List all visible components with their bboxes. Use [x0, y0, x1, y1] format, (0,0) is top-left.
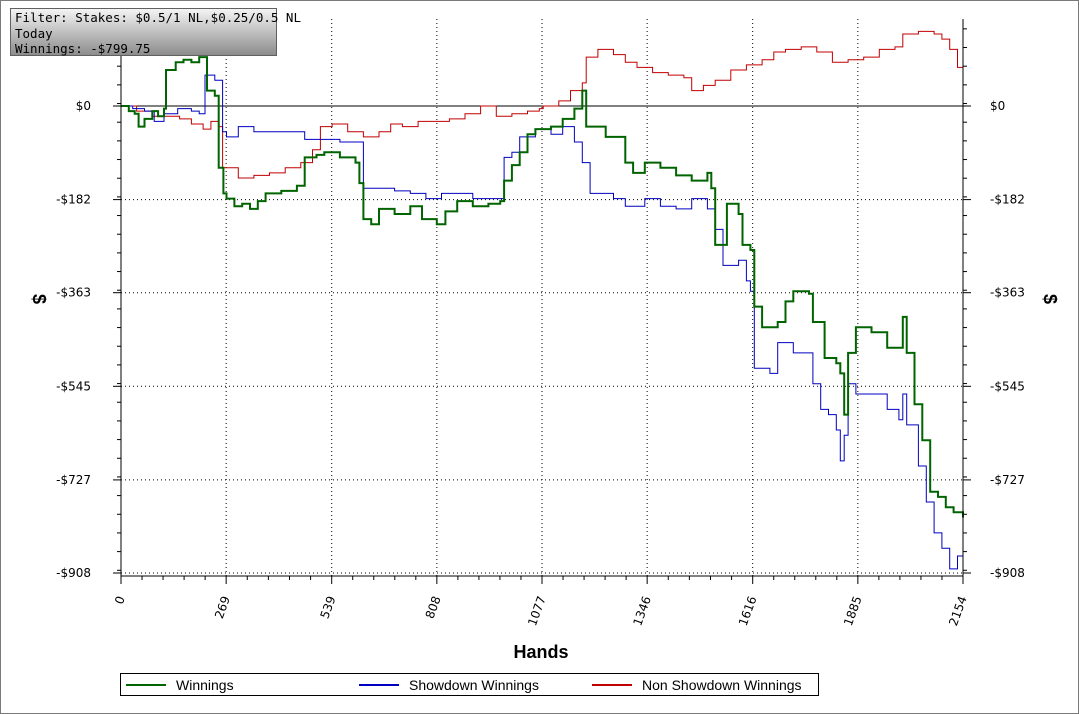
y-tick-label-left: -$545 [56, 379, 91, 393]
x-tick-label: 1077 [525, 594, 549, 627]
legend-label-non-showdown: Non Showdown Winnings [642, 676, 802, 693]
y-tick-label-left: -$182 [56, 193, 91, 207]
series-group [121, 30, 964, 570]
tick-labels: 0 269 539 808 1077 1346 1616 1885 2154 $0 $0 -$182 -… [56, 99, 1025, 628]
legend-item-showdown: Showdown Winnings [359, 674, 539, 695]
showdown-winnings-line [121, 74, 964, 570]
period-text: Today [15, 25, 53, 41]
x-tick-label: 1346 [630, 594, 654, 627]
y-tick-label-left: $0 [76, 99, 91, 113]
y-tick-label-left: -$363 [56, 286, 91, 300]
grid [121, 19, 963, 576]
legend-swatch-showdown [359, 683, 399, 686]
y-tick-label-right: -$908 [990, 566, 1025, 580]
y-axis-title-right: $ [1040, 294, 1060, 304]
legend: Winnings Showdown Winnings Non Showdown … [120, 673, 819, 696]
x-tick-label: 2154 [946, 594, 970, 627]
legend-label-winnings: Winnings [176, 676, 234, 693]
filter-info-box: Filter: Stakes: $0.5/1 NL,$0.25/0.5 NL T… [10, 8, 301, 56]
y-tick-label-right: -$182 [990, 193, 1025, 207]
y-tick-label-right: -$363 [990, 286, 1025, 300]
y-tick-label-right: -$727 [990, 473, 1025, 487]
x-tick-label: 1616 [736, 594, 760, 627]
x-tick-label: 539 [318, 594, 339, 620]
legend-swatch-non-showdown [592, 683, 632, 686]
y-tick-label-left: -$727 [56, 473, 91, 487]
axes [113, 19, 971, 584]
filter-text: Filter: Stakes: $0.5/1 NL,$0.25/0.5 NL [15, 10, 301, 25]
legend-item-winnings: Winnings [126, 674, 234, 695]
y-axis-title-left: $ [29, 294, 49, 304]
y-tick-label-right: -$545 [990, 379, 1025, 393]
y-tick-label-left: -$908 [56, 566, 91, 580]
legend-swatch-winnings [126, 683, 166, 686]
x-tick-label: 1885 [841, 594, 865, 627]
legend-item-non-showdown: Non Showdown Winnings [592, 674, 802, 695]
x-tick-label: 0 [112, 594, 128, 606]
legend-label-showdown: Showdown Winnings [409, 676, 539, 693]
x-tick-label: 269 [212, 594, 233, 620]
x-tick-label: 808 [423, 594, 444, 620]
y-tick-label-right: $0 [990, 99, 1005, 113]
x-axis-title: Hands [513, 642, 568, 662]
winnings-line [121, 56, 964, 518]
winnings-total-text: Winnings: -$799.75 [15, 41, 151, 56]
non-showdown-winnings-line [121, 30, 964, 179]
